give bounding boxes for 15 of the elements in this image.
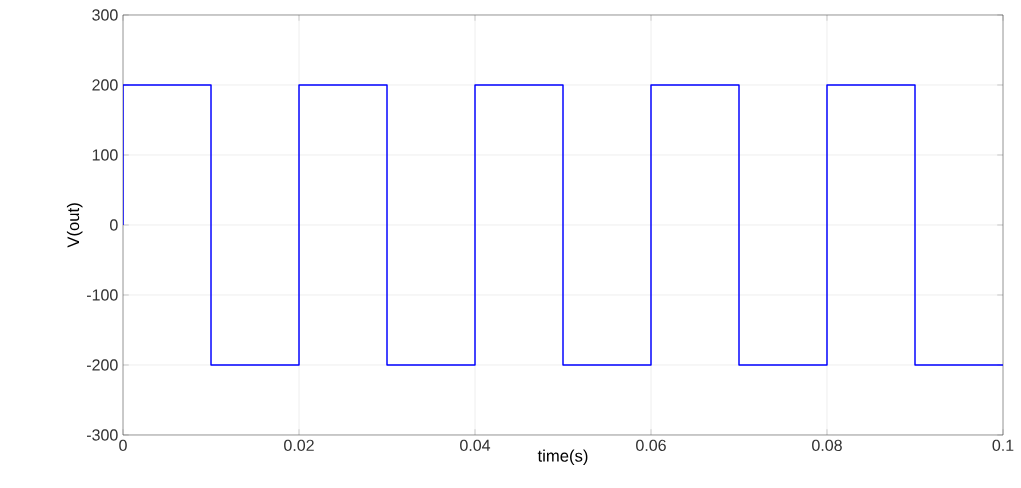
x-tick-label: 0.02 (284, 439, 314, 452)
x-tick-label: 0.06 (636, 439, 666, 452)
y-tick-label: -300 (86, 429, 118, 441)
y-tick-label: -200 (86, 359, 118, 371)
x-tick-label: 0.04 (460, 439, 491, 452)
x-tick-label: 0.08 (812, 439, 842, 452)
y-tick-label: 100 (92, 149, 118, 161)
y-tick-label: 0 (110, 219, 118, 231)
x-axis-title: time(s) (537, 449, 588, 466)
x-tick-label: 0 (119, 439, 127, 452)
y-tick-label: -100 (86, 289, 118, 301)
y-tick-label: 200 (92, 79, 118, 91)
y-axis-title: V(out) (66, 203, 83, 248)
x-tick-label: 0.1 (992, 439, 1014, 452)
y-tick-label: 300 (92, 9, 118, 21)
